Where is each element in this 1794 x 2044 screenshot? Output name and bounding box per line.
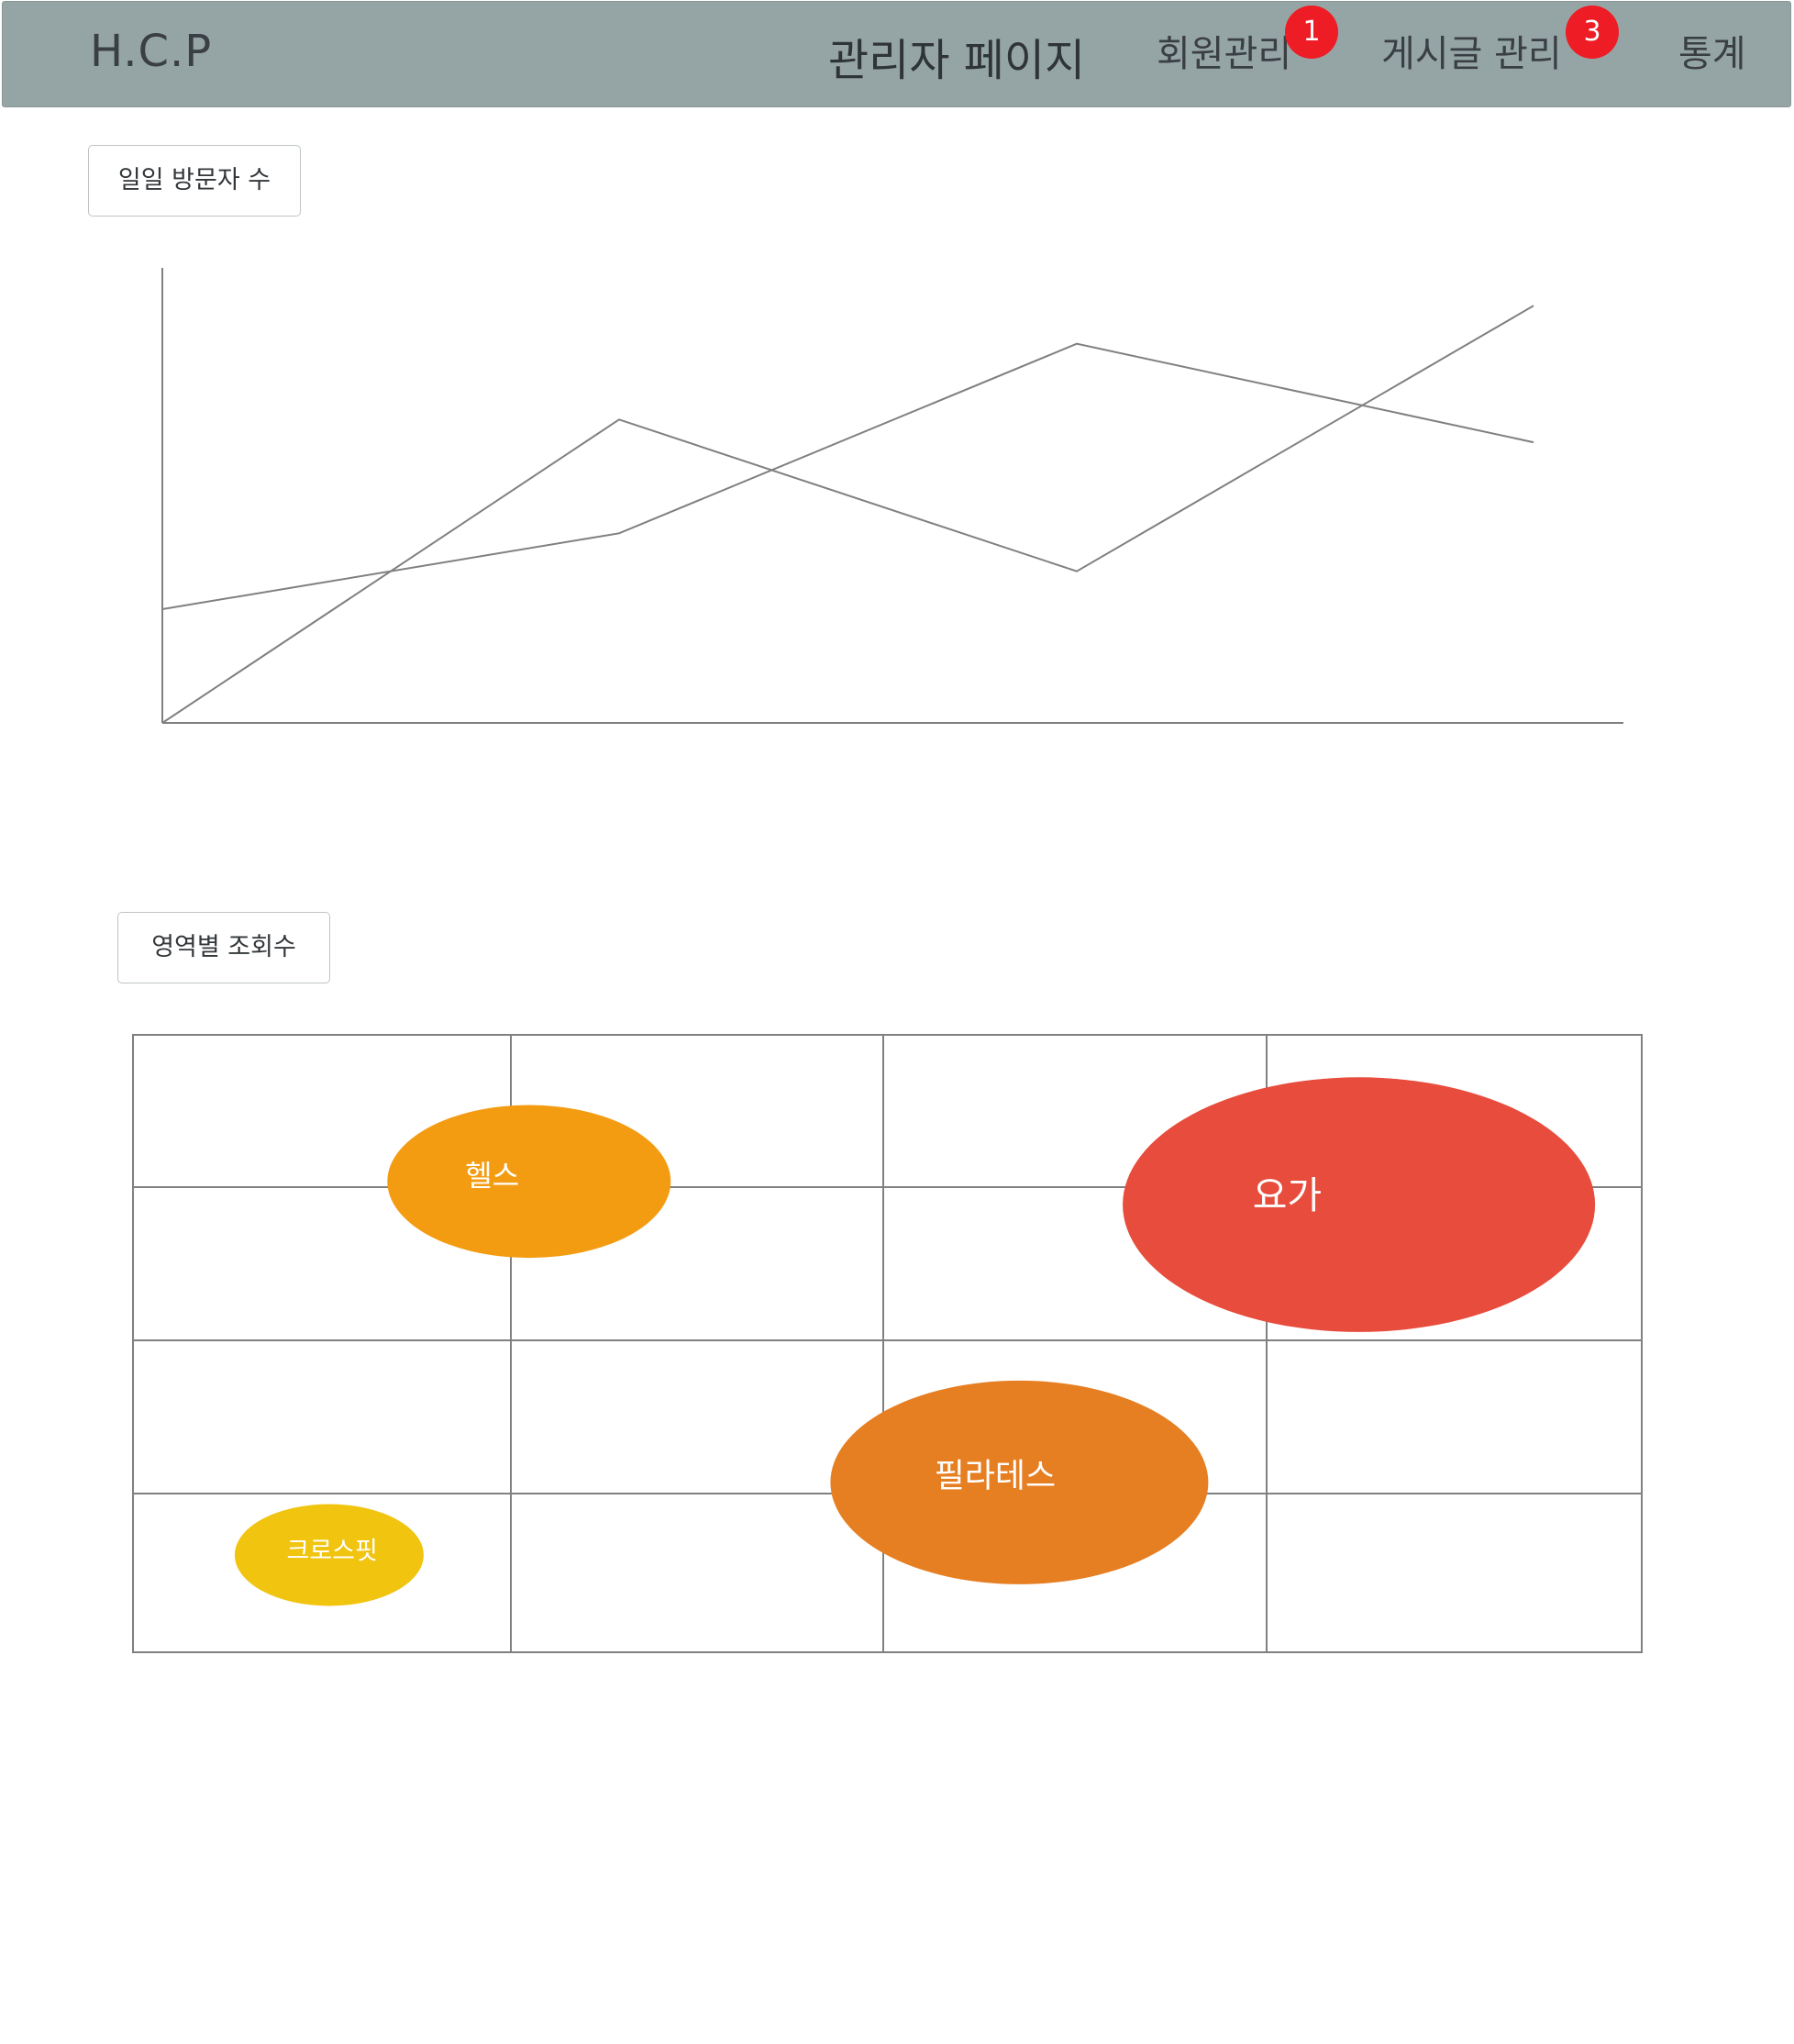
line-series-2 — [161, 305, 1534, 724]
line-series-group — [161, 305, 1534, 724]
brand-logo[interactable]: H.C.P — [90, 26, 213, 77]
bubble-4[interactable] — [234, 1504, 424, 1606]
nav-link-post-management[interactable]: 게시글 관리 — [1381, 24, 1562, 77]
page-title: 관리자 페이지 — [828, 35, 1086, 86]
nav-link-label: 통계 — [1678, 33, 1746, 75]
bubble-label: 헬스 — [465, 1159, 519, 1194]
daily-visitors-button[interactable]: 일일 방문자 수 — [88, 145, 301, 217]
nav-link-label: 회원관리 — [1157, 33, 1292, 75]
bubble-2[interactable] — [1123, 1077, 1596, 1332]
nav-link-statistics[interactable]: 통계 — [1678, 24, 1746, 77]
nav-link-label: 게시글 관리 — [1381, 33, 1562, 75]
bubble-label: 요가 — [1253, 1173, 1322, 1217]
category-views-button[interactable]: 영역별 조회수 — [117, 912, 330, 983]
bubble-label: 필라테스 — [935, 1457, 1056, 1494]
top-navbar: H.C.P 관리자 페이지 회원관리 1 게시글 관리 3 통계 — [2, 1, 1791, 107]
bubble-3[interactable] — [830, 1380, 1209, 1584]
grid-border — [132, 1034, 1643, 1653]
bubble-label: 크로스핏 — [287, 1538, 378, 1566]
bubble-1[interactable] — [387, 1105, 671, 1259]
member-notification-badge: 1 — [1285, 6, 1338, 59]
post-notification-badge: 3 — [1566, 6, 1619, 59]
nav-link-member-management[interactable]: 회원관리 — [1157, 24, 1291, 77]
daily-visitors-line-chart — [161, 268, 1623, 724]
